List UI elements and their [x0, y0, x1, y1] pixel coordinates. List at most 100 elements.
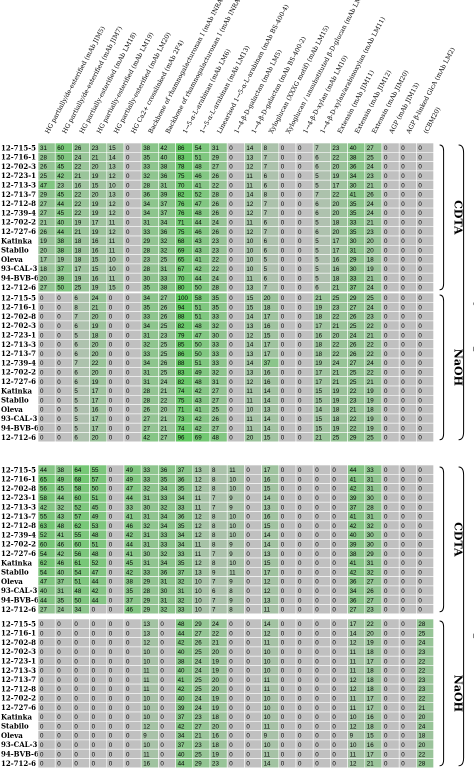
- cell-value: 0: [74, 640, 78, 647]
- cell-value: 0: [315, 649, 319, 656]
- cell-value: 0: [384, 210, 388, 217]
- cell-value: 0: [281, 247, 285, 254]
- cell-value: 0: [298, 514, 302, 521]
- cell-value: 0: [332, 504, 336, 511]
- cell-value: 0: [298, 486, 302, 493]
- cell-value: 5: [74, 416, 78, 423]
- cell-value: 44: [126, 542, 133, 549]
- cell-value: 0: [298, 668, 302, 675]
- row-label: Oleva: [1, 255, 23, 264]
- cell-value: 0: [401, 295, 405, 302]
- cell-value: 0: [40, 640, 44, 647]
- cell-value: 0: [281, 621, 285, 628]
- cell-value: 20: [332, 229, 339, 236]
- cell-value: 12: [109, 229, 116, 236]
- cell-value: 0: [229, 435, 233, 442]
- cell-value: 0: [281, 476, 285, 483]
- cell-value: 22: [74, 164, 81, 171]
- cell-value: 21: [92, 304, 99, 311]
- cell-value: 50: [57, 285, 64, 292]
- cell-value: 50: [74, 597, 81, 604]
- cell-value: 48: [92, 532, 99, 539]
- cell-value: 39: [57, 275, 64, 282]
- group-label: NaOH: [452, 675, 465, 712]
- cell-value: 15: [92, 182, 99, 189]
- cell-value: 0: [384, 569, 388, 576]
- cell-value: 0: [298, 238, 302, 245]
- cell-value: 18: [40, 266, 47, 273]
- cell-value: 0: [384, 551, 388, 558]
- cell-value: 0: [229, 425, 233, 432]
- cell-value: 0: [401, 733, 405, 740]
- cell-value: 30: [350, 266, 357, 273]
- cell-value: 15: [246, 304, 253, 311]
- cell-value: 51: [195, 314, 202, 321]
- heatmap-cell: [416, 282, 434, 293]
- cell-value: 33: [350, 275, 357, 282]
- cell-value: 80: [178, 285, 185, 292]
- cell-value: 0: [246, 705, 250, 712]
- cell-value: 7: [264, 154, 268, 161]
- cell-value: 60: [57, 145, 64, 152]
- cell-value: 20: [212, 686, 219, 693]
- cell-value: 10: [264, 658, 271, 665]
- cell-value: 0: [281, 145, 285, 152]
- cell-value: 0: [401, 569, 405, 576]
- cell-value: 0: [332, 542, 336, 549]
- cell-value: 22: [74, 201, 81, 208]
- cell-value: 17: [350, 621, 357, 628]
- cell-value: 0: [298, 370, 302, 377]
- cell-value: 0: [57, 705, 61, 712]
- cell-value: 0: [57, 714, 61, 721]
- cell-value: 0: [418, 467, 422, 474]
- cell-value: 42: [195, 266, 202, 273]
- cell-value: 0: [418, 145, 422, 152]
- cell-value: 27: [143, 416, 150, 423]
- cell-value: 0: [298, 285, 302, 292]
- cell-value: 0: [384, 342, 388, 349]
- cell-value: 50: [195, 285, 202, 292]
- cell-value: 37: [350, 504, 357, 511]
- cell-value: 0: [315, 677, 319, 684]
- cell-value: 0: [418, 588, 422, 595]
- cell-value: 10: [264, 705, 271, 712]
- cell-value: 83: [178, 154, 185, 161]
- cell-value: 12: [195, 560, 202, 567]
- cell-value: 32: [367, 523, 374, 530]
- cell-value: 0: [92, 733, 96, 740]
- cell-value: 16: [92, 275, 99, 282]
- cell-value: 37: [178, 742, 185, 749]
- cell-value: 23: [195, 714, 202, 721]
- cell-value: 0: [298, 295, 302, 302]
- group-label: CDTA: [452, 200, 465, 235]
- cell-value: 0: [229, 705, 233, 712]
- cell-value: 0: [126, 173, 130, 180]
- cell-value: 0: [126, 668, 130, 675]
- cell-value: 0: [298, 275, 302, 282]
- cell-value: 10: [195, 579, 202, 586]
- cell-value: 26: [160, 360, 167, 367]
- cell-value: 0: [298, 607, 302, 614]
- cell-value: 0: [315, 714, 319, 721]
- cell-value: 25: [195, 649, 202, 656]
- cell-value: 37: [350, 285, 357, 292]
- cell-value: 76: [178, 201, 185, 208]
- cell-value: 0: [384, 379, 388, 386]
- cell-value: 33: [160, 542, 167, 549]
- cell-value: 0: [384, 257, 388, 264]
- cell-value: 0: [281, 351, 285, 358]
- cell-value: 0: [418, 285, 422, 292]
- cell-value: 0: [332, 476, 336, 483]
- cell-value: 0: [418, 332, 422, 339]
- cell-value: 57: [92, 476, 99, 483]
- cell-value: 0: [281, 649, 285, 656]
- cell-value: 38: [57, 467, 64, 474]
- cell-value: 17: [367, 751, 374, 758]
- cell-value: 12: [195, 523, 202, 530]
- cell-value: 0: [418, 314, 422, 321]
- cell-value: 48: [178, 621, 185, 628]
- cell-value: 10: [264, 696, 271, 703]
- cell-value: 0: [160, 658, 164, 665]
- row-label: 94-BVB-6: [1, 750, 39, 759]
- cell-value: 0: [109, 514, 113, 521]
